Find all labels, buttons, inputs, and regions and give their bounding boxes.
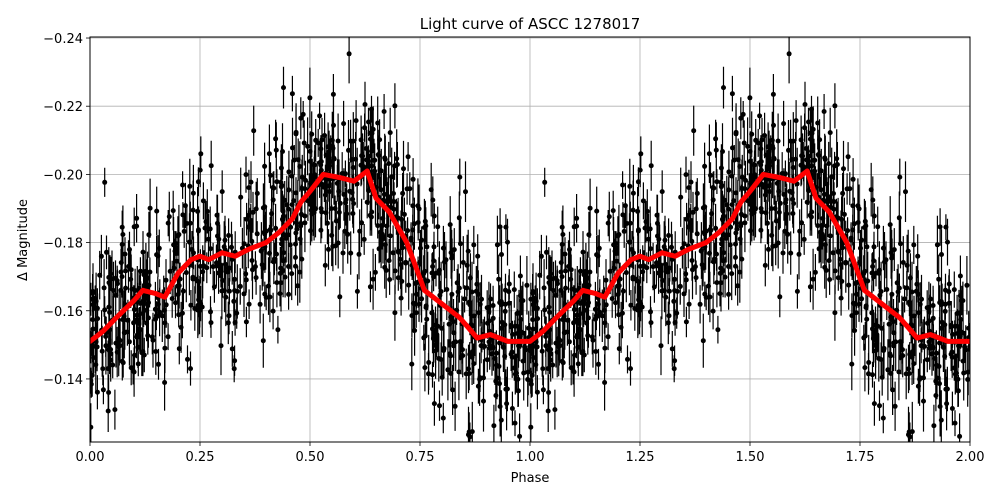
x-tick-label: 1.50 [736, 450, 765, 465]
model-line [90, 168, 970, 344]
y-tick-label: −0.18 [43, 237, 83, 252]
y-tick-label: −0.22 [43, 100, 83, 115]
x-axis-label: Phase [511, 471, 550, 486]
y-axis-label: Δ Magnitude [16, 199, 31, 281]
y-tick-label: −0.20 [43, 168, 83, 183]
x-tick-label: 1.25 [626, 450, 655, 465]
y-tick-label: −0.24 [43, 32, 83, 47]
model-curve [90, 168, 970, 344]
x-tick-label: 1.75 [846, 450, 875, 465]
x-tick-label: 0.00 [76, 450, 105, 465]
y-tick-label: −0.14 [43, 373, 83, 388]
data-points [90, 37, 970, 442]
x-tick-label: 2.00 [956, 450, 985, 465]
x-tick-label: 1.00 [516, 450, 545, 465]
y-axis-ticks: −0.24 −0.22 −0.20 −0.18 −0.16 −0.14 [43, 32, 90, 388]
x-tick-label: 0.25 [186, 450, 215, 465]
y-tick-label: −0.16 [43, 305, 83, 320]
x-axis-ticks: 0.00 0.25 0.50 0.75 1.00 1.25 1.50 1.75 2.00 [76, 442, 985, 465]
x-tick-label: 0.50 [296, 450, 325, 465]
chart-title: Light curve of ASCC 1278017 [420, 15, 641, 33]
x-tick-label: 0.75 [406, 450, 435, 465]
